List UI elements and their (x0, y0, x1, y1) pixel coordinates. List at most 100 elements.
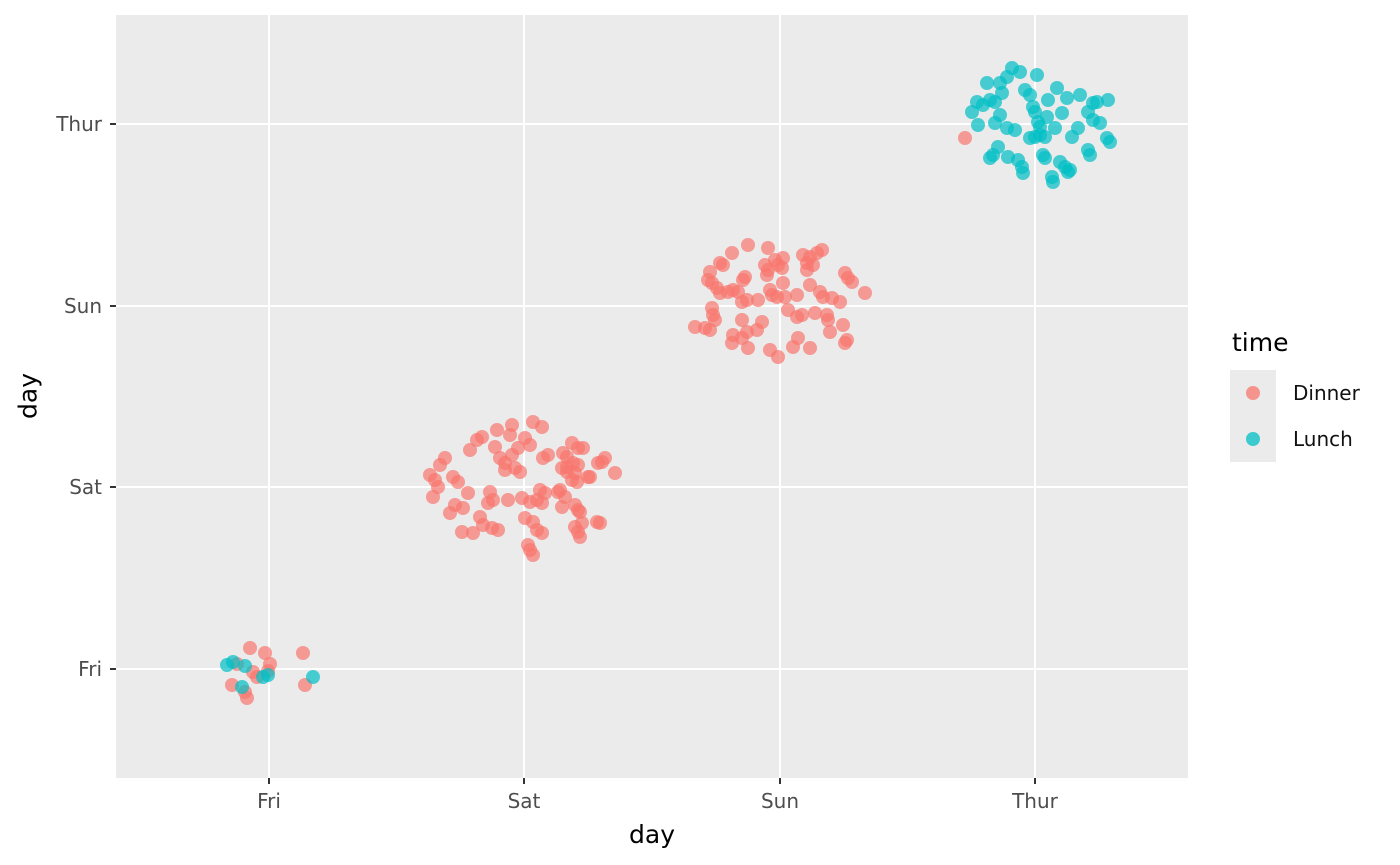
data-point-dinner (716, 258, 730, 272)
data-point-lunch (1073, 88, 1087, 102)
data-point-lunch (1008, 123, 1022, 137)
data-point-lunch (1030, 68, 1044, 82)
data-point-dinner (781, 303, 795, 317)
data-point-dinner (505, 448, 519, 462)
data-point-dinner (451, 475, 465, 489)
data-point-dinner (443, 506, 457, 520)
data-point-lunch (1090, 95, 1104, 109)
data-point-dinner (481, 496, 495, 510)
data-point-dinner (470, 433, 484, 447)
data-point-dinner (535, 420, 549, 434)
data-point-dinner (595, 455, 609, 469)
data-point-dinner (463, 443, 477, 457)
data-point-dinner (803, 278, 817, 292)
data-point-lunch (1046, 175, 1060, 189)
legend-item-dinner: Dinner (1230, 370, 1360, 416)
data-point-dinner (555, 500, 569, 514)
data-point-lunch (226, 655, 240, 669)
data-point-dinner (741, 238, 755, 252)
data-point-dinner (426, 490, 440, 504)
x-tick-label: Sun (761, 789, 799, 813)
data-point-dinner (775, 261, 789, 275)
data-point-lunch (1055, 106, 1069, 120)
legend-label-dinner: Dinner (1293, 381, 1360, 405)
data-point-dinner (800, 263, 814, 277)
data-point-dinner (456, 501, 470, 515)
data-point-dinner (790, 288, 804, 302)
data-point-dinner (258, 646, 272, 660)
legend-items: Dinner Lunch (1230, 370, 1360, 462)
data-point-lunch (1016, 166, 1030, 180)
data-point-dinner (761, 241, 775, 255)
data-point-dinner (523, 438, 537, 452)
legend-dot-dinner (1246, 386, 1260, 400)
data-point-dinner (838, 336, 852, 350)
data-point-dinner (503, 428, 517, 442)
data-point-lunch (1023, 88, 1037, 102)
data-point-dinner (741, 341, 755, 355)
data-point-dinner (541, 448, 555, 462)
data-point-lunch (1050, 81, 1064, 95)
data-point-dinner (461, 486, 475, 500)
data-point-dinner (455, 525, 469, 539)
data-point-lunch (1041, 93, 1055, 107)
plot-panel (116, 15, 1188, 778)
data-point-lunch (983, 151, 997, 165)
data-point-dinner (803, 341, 817, 355)
data-point-dinner (771, 350, 785, 364)
data-point-dinner (786, 340, 800, 354)
data-point-lunch (980, 76, 994, 90)
y-tick-label: Thur (55, 112, 103, 136)
y-axis-title: day (13, 373, 43, 419)
data-point-lunch (1063, 163, 1077, 177)
data-point-dinner (821, 313, 835, 327)
y-tick-label: Sun (64, 294, 102, 318)
data-point-lunch (971, 118, 985, 132)
data-point-dinner (513, 465, 527, 479)
data-point-dinner (833, 295, 847, 309)
data-point-dinner (535, 526, 549, 540)
data-point-dinner (501, 493, 515, 507)
data-point-dinner (725, 246, 739, 260)
data-point-dinner (751, 293, 765, 307)
data-point-dinner (608, 466, 622, 480)
legend-label-lunch: Lunch (1293, 427, 1353, 451)
data-point-dinner (570, 475, 584, 489)
data-point-lunch (1048, 121, 1062, 135)
data-point-dinner (491, 523, 505, 537)
x-axis-title: day (629, 820, 675, 849)
data-point-dinner (845, 275, 859, 289)
data-point-dinner (240, 691, 254, 705)
legend-key-lunch (1230, 416, 1276, 462)
data-point-dinner (593, 516, 607, 530)
data-point-dinner (581, 470, 595, 484)
data-point-lunch (238, 659, 252, 673)
data-point-lunch (1103, 135, 1117, 149)
data-point-lunch (1013, 65, 1027, 79)
data-point-lunch (1083, 148, 1097, 162)
data-point-dinner (760, 268, 774, 282)
data-point-dinner (526, 548, 540, 562)
legend-item-lunch: Lunch (1230, 416, 1360, 462)
data-point-lunch (1071, 121, 1085, 135)
data-point-dinner (815, 243, 829, 257)
legend-dot-lunch (1246, 432, 1260, 446)
data-point-dinner (433, 458, 447, 472)
data-point-lunch (1060, 91, 1074, 105)
data-point-dinner (795, 308, 809, 322)
data-point-dinner (703, 323, 717, 337)
data-point-dinner (735, 295, 749, 309)
legend-key-dinner (1230, 370, 1276, 416)
data-point-lunch (976, 98, 990, 112)
data-point-dinner (836, 318, 850, 332)
data-point-lunch (988, 95, 1002, 109)
data-point-dinner (573, 530, 587, 544)
data-point-dinner (823, 325, 837, 339)
data-point-dinner (538, 486, 552, 500)
data-point-dinner (725, 336, 739, 350)
data-point-dinner (573, 505, 587, 519)
data-point-dinner (808, 306, 822, 320)
legend-title: time (1232, 328, 1289, 357)
